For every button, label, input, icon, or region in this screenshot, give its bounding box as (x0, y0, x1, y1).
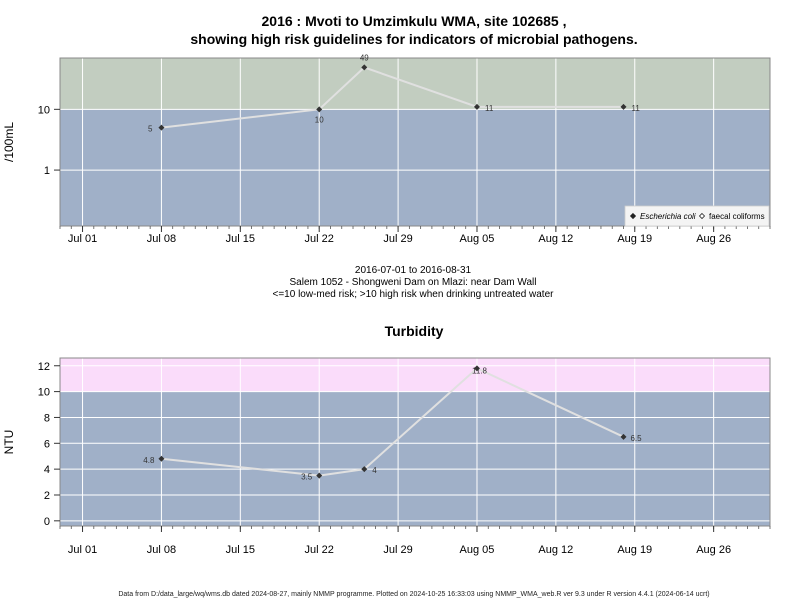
microbial-x-tick-label: Jul 08 (147, 233, 176, 245)
turbidity-data-point (620, 433, 627, 440)
microbial-high-risk-band (60, 58, 770, 110)
legend-marker-faecal-coliforms (698, 212, 706, 220)
turbidity-y-tick-label: 4 (44, 464, 50, 476)
microbial-y-axis-label: /100mL (2, 122, 16, 162)
turbidity-title: Turbidity (385, 323, 444, 339)
turbidity-x-tick-label: Jul 01 (68, 544, 97, 556)
microbial-x-tick-label: Aug 05 (460, 233, 495, 245)
turbidity-data-point (361, 466, 368, 473)
legend-box (624, 205, 770, 227)
microbial-data-label: 5 (148, 125, 153, 134)
microbial-y-tick-label: 10 (38, 104, 50, 116)
turbidity-data-label: 4 (372, 466, 377, 475)
microbial-data-point (361, 64, 368, 71)
turbidity-data-label: 4.8 (143, 456, 155, 465)
turbidity-y-tick-label: 6 (44, 438, 50, 450)
microbial-data-label: 10 (315, 115, 324, 124)
microbial-data-label: 11 (631, 104, 640, 113)
turbidity-data-point (158, 455, 165, 462)
turbidity-x-tick-label: Jul 29 (383, 544, 412, 556)
turbidity-high-risk-band (60, 358, 770, 392)
turbidity-low-risk-band (60, 391, 770, 526)
turbidity-y-tick-label: 12 (38, 361, 50, 373)
turbidity-plot-frame (59, 357, 771, 527)
microbial-x-tick-label: Aug 26 (696, 233, 731, 245)
microbial-x-tick-label: Jul 15 (226, 233, 255, 245)
turbidity-data-point (473, 365, 480, 372)
turbidity-data-label: 11.8 (472, 366, 488, 375)
turbidity-data-point (316, 472, 323, 479)
turbidity-y-tick-label: 10 (38, 387, 50, 399)
turbidity-x-tick-label: Aug 05 (460, 544, 495, 556)
microbial-data-point (158, 124, 165, 131)
turbidity-x-tick-label: Aug 12 (538, 544, 573, 556)
microbial-data-point (473, 103, 480, 110)
turbidity-y-tick-label: 8 (44, 412, 50, 424)
turbidity-x-tick-label: Jul 22 (305, 544, 334, 556)
footer-note: Data from D:/data_large/wq/wms.db dated … (118, 591, 709, 598)
microbial-data-label: 49 (360, 53, 369, 62)
turbidity-y-axis-label: NTU (2, 430, 16, 455)
turbidity-panel: Jul 01 Jul 08 Jul 15 Jul 22 Jul 29 Aug 05 Aug … (2, 357, 771, 556)
chart-title-line1: 2016 : Mvoti to Umzimkulu WMA, site 1026… (262, 13, 567, 29)
turbidity-x-tick-label: Aug 26 (696, 544, 731, 556)
microbial-y-tick-label: 1 (44, 165, 50, 177)
microbial-x-tick-label: Jul 01 (68, 233, 97, 245)
turbidity-data-label: 3.5 (301, 473, 313, 482)
microbial-x-tick-label: Jul 22 (305, 233, 334, 245)
turbidity-x-tick-label: Jul 08 (147, 544, 176, 556)
microbial-x-tick-label: Jul 29 (383, 233, 412, 245)
microbial-panel: Jul 01 Jul 08 Jul 15 Jul 22 Jul 29 Aug 05 Aug … (2, 53, 771, 245)
legend-marker-e-coli (629, 212, 637, 220)
risk-guideline-label: <=10 low-med risk; >10 high risk when dr… (273, 289, 555, 300)
microbial-data-point (316, 106, 323, 113)
chart-title-line2: showing high risk guidelines for indicat… (190, 31, 637, 47)
microbial-data-label: 11 (485, 104, 494, 113)
turbidity-y-tick-label: 2 (44, 490, 50, 502)
turbidity-y-tick-label: 0 (44, 516, 50, 528)
date-range-label: 2016-07-01 to 2016-08-31 (355, 265, 472, 276)
turbidity-data-label: 6.5 (630, 434, 642, 443)
turbidity-x-tick-label: Aug 19 (617, 544, 652, 556)
legend-label-e-coli: Escherichia coli (640, 212, 696, 221)
legend-label-faecal-coliforms: faecal coliforms (709, 212, 765, 221)
microbial-data-point (620, 103, 627, 110)
microbial-x-tick-label: Aug 19 (617, 233, 652, 245)
microbial-plot-frame (59, 57, 771, 227)
turbidity-x-tick-label: Jul 15 (226, 544, 255, 556)
microbial-x-tick-label: Aug 12 (538, 233, 573, 245)
site-label: Salem 1052 - Shongweni Dam on Mlazi: nea… (290, 277, 537, 288)
